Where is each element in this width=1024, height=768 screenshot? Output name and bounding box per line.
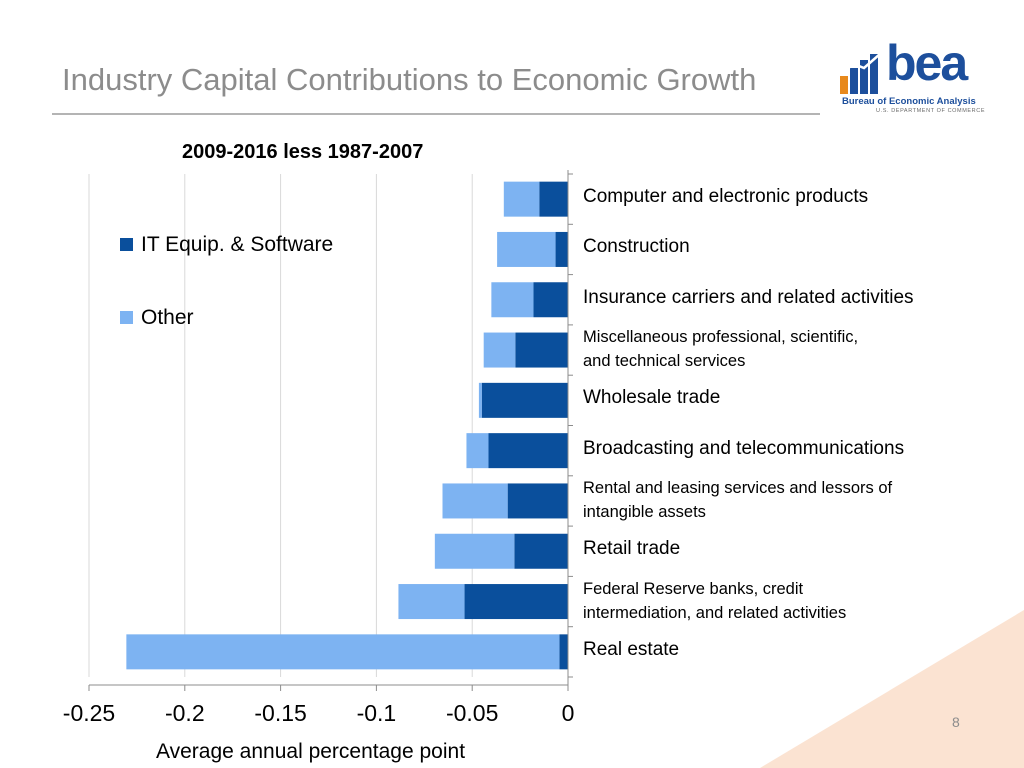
category-label-line: Construction <box>583 236 690 258</box>
logo-department: U.S. DEPARTMENT OF COMMERCE <box>876 108 986 114</box>
category-label: Miscellaneous professional, scientific, a… <box>583 325 858 373</box>
bar-other-1 <box>497 231 556 267</box>
bar-other-4 <box>478 382 482 418</box>
category-label-line: Insurance carriers and related activitie… <box>583 286 914 308</box>
category-label-line: Broadcasting and telecommunications <box>583 437 905 459</box>
x-axis-label: Average annual percentage point <box>156 740 466 763</box>
category-label-line: Rental and leasing services and lessors … <box>583 478 893 497</box>
category-label: Wholesale trade <box>583 387 720 409</box>
x-tick-label: -0.25 <box>62 700 116 726</box>
bar-it-0 <box>539 181 568 217</box>
category-label: Real estate <box>583 639 679 661</box>
bar-other-7 <box>434 533 515 569</box>
bar-it-2 <box>533 282 568 318</box>
bar-other-8 <box>398 584 465 620</box>
bea-logo: bea Bureau of Economic Analysis U.S. DEP… <box>838 38 985 120</box>
category-label-line: Federal Reserve banks, credit <box>583 579 804 598</box>
logo-word: bea <box>886 35 968 91</box>
bar-it-6 <box>507 483 568 519</box>
category-label: Broadcasting and telecommunications <box>583 438 904 460</box>
legend-swatch-it <box>120 238 133 251</box>
bar-it-3 <box>515 332 568 368</box>
legend-label-other: Other <box>141 306 194 329</box>
bar-other-3 <box>483 332 516 368</box>
bar-it-5 <box>488 433 568 469</box>
page-number: 8 <box>952 714 960 730</box>
x-tick-label: -0.1 <box>356 700 397 726</box>
category-label-line: Retail trade <box>583 538 681 560</box>
x-tick-label: -0.15 <box>254 700 307 726</box>
x-tick-label: -0.05 <box>445 700 499 726</box>
legend-label-it: IT Equip. & Software <box>141 233 334 256</box>
logo-agency-name: Bureau of Economic Analysis <box>842 96 976 107</box>
category-label: Computer and electronic products <box>583 186 868 208</box>
category-label-line: intermediation, and related activities <box>583 603 847 622</box>
category-label: Retail trade <box>583 538 680 560</box>
category-label: Federal Reserve banks, credit intermediat… <box>583 577 846 625</box>
bar-it-9 <box>559 634 568 670</box>
category-label-line: and technical services <box>583 352 746 371</box>
bar-other-2 <box>491 282 534 318</box>
bar-it-4 <box>481 382 568 418</box>
category-label-line: intangible assets <box>583 502 706 521</box>
bar-it-8 <box>464 584 568 620</box>
category-label: Insurance carriers and related activitie… <box>583 287 914 309</box>
title-divider <box>52 113 820 115</box>
category-label: Rental and leasing services and lessors … <box>583 476 892 524</box>
category-label: Construction <box>583 236 690 258</box>
chart-title: 2009-2016 less 1987-2007 <box>182 141 424 163</box>
bar-other-0 <box>503 181 540 217</box>
category-label-line: Wholesale trade <box>583 387 721 409</box>
bar-it-7 <box>514 533 568 569</box>
x-tick-label: 0 <box>561 700 575 726</box>
bar-other-6 <box>442 483 508 519</box>
legend-swatch-other <box>120 311 133 324</box>
bar-other-5 <box>466 433 489 469</box>
bea-bar-chart-icon <box>839 53 881 94</box>
category-label-line: Computer and electronic products <box>583 186 869 208</box>
legend-item-other: Other <box>120 306 194 330</box>
legend-item-it: IT Equip. & Software <box>120 233 333 257</box>
slide-title: Industry Capital Contributions to Econom… <box>62 62 757 97</box>
x-tick-label: -0.2 <box>164 700 205 726</box>
category-label-line: Miscellaneous professional, scientific, <box>583 328 859 347</box>
bar-it-1 <box>555 231 568 267</box>
category-label-line: Real estate <box>583 638 680 660</box>
bar-other-9 <box>126 634 560 670</box>
